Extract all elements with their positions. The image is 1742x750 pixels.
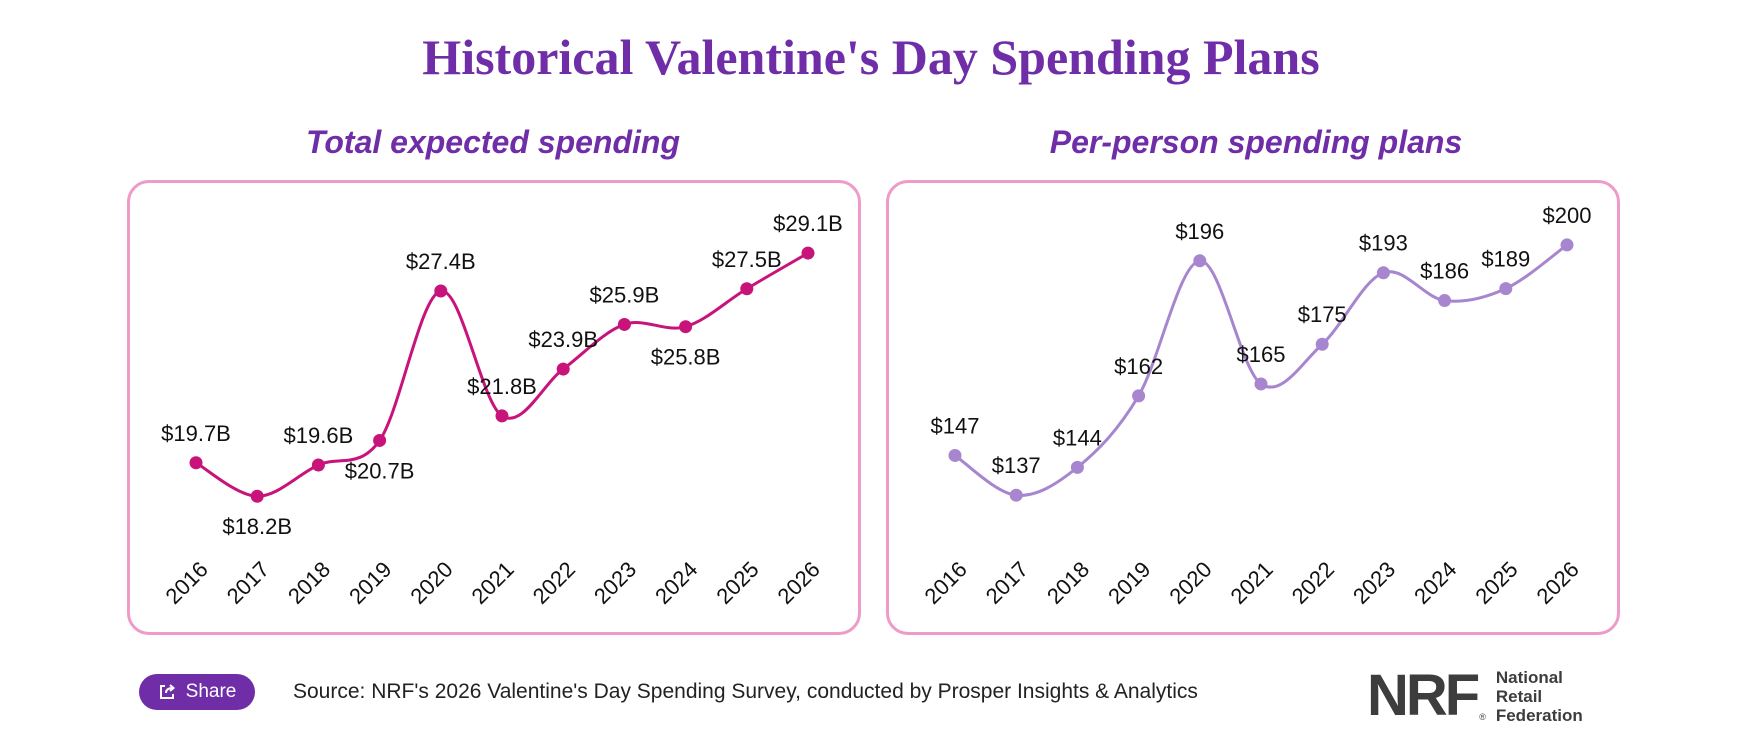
x-tick-label: 2026 [1532, 557, 1584, 609]
chart-panel-per-person: $147 2016 $137 2017 $144 2018 $162 2019 $196 2020… [886, 180, 1620, 635]
data-label: $27.4B [406, 249, 476, 274]
data-label: $147 [931, 413, 980, 438]
x-tick-label: 2024 [1409, 557, 1461, 609]
data-point [495, 409, 509, 423]
data-point [1315, 337, 1329, 351]
x-tick-label: 2022 [528, 557, 580, 609]
data-label: $144 [1053, 425, 1102, 450]
data-point [250, 489, 264, 503]
x-tick-label: 2026 [773, 557, 825, 609]
data-point [1376, 266, 1390, 280]
logo-mark: NRF [1367, 663, 1480, 728]
data-point [740, 282, 754, 296]
logo-line: Retail [1495, 686, 1543, 706]
logo-line: Federation [1495, 705, 1583, 725]
data-label: $162 [1114, 354, 1163, 379]
x-tick-label: 2018 [283, 557, 335, 609]
logo-line: National [1495, 667, 1563, 687]
x-tick-label: 2019 [1103, 557, 1155, 609]
chart-title-per-person: Per-person spending plans [1049, 124, 1463, 160]
x-tick-label: 2022 [1287, 557, 1339, 609]
data-point [1560, 238, 1574, 252]
data-label: $23.9B [528, 327, 598, 352]
data-label: $25.8B [651, 345, 721, 370]
footer: Share Source: NRF's 2026 Valentine's Day… [0, 667, 1742, 734]
x-tick-label: 2020 [405, 557, 457, 609]
x-tick-label: 2025 [711, 557, 763, 609]
data-label: $137 [992, 453, 1041, 478]
data-label: $18.2B [222, 514, 292, 539]
share-button[interactable]: Share [139, 674, 255, 710]
x-tick-label: 2021 [467, 557, 519, 609]
data-label: $20.7B [345, 458, 415, 483]
chart-per-person-svg: $147 2016 $137 2017 $144 2018 $162 2019 $196 2020… [920, 203, 1592, 609]
x-tick-label: 2017 [981, 557, 1033, 609]
x-tick-label: 2024 [650, 557, 702, 609]
chart-title-total: Total expected spending [306, 124, 680, 160]
data-point [1438, 294, 1452, 308]
data-label: $19.6B [284, 423, 354, 448]
x-tick-label: 2023 [589, 557, 641, 609]
x-tick-label: 2020 [1164, 557, 1216, 609]
data-label: $21.8B [467, 374, 537, 399]
data-label: $25.9B [590, 282, 660, 307]
x-tick-label: 2021 [1226, 557, 1278, 609]
series-line [954, 243, 1568, 497]
data-label: $193 [1359, 231, 1408, 256]
x-tick-label: 2017 [222, 557, 274, 609]
data-label: $27.5B [712, 247, 782, 272]
x-tick-label: 2019 [344, 557, 396, 609]
data-point [617, 317, 631, 331]
chart-total-svg: $19.7B 2016 $18.2B 2017 $19.6B 2018 $20.7B 2019… [161, 211, 843, 609]
data-point [1499, 282, 1513, 296]
logo-text: National Retail Federation [1496, 668, 1583, 725]
data-label: $196 [1175, 219, 1224, 244]
data-point [801, 246, 815, 260]
x-tick-label: 2018 [1042, 557, 1094, 609]
page-title: Historical Valentine's Day Spending Plan… [422, 29, 1320, 85]
share-icon [159, 684, 175, 699]
data-point [556, 362, 570, 376]
share-label: Share [185, 681, 237, 702]
x-tick-label: 2023 [1348, 557, 1400, 609]
x-tick-label: 2016 [920, 557, 972, 609]
data-point [434, 284, 448, 298]
data-point [679, 320, 693, 334]
data-point [373, 433, 387, 447]
data-label: $186 [1420, 259, 1469, 284]
data-point [1070, 460, 1084, 474]
data-point [948, 448, 962, 462]
data-label: $165 [1237, 342, 1286, 367]
data-label: $175 [1298, 302, 1347, 327]
x-tick-label: 2016 [161, 557, 213, 609]
data-point [1193, 254, 1207, 268]
data-point [311, 458, 325, 472]
data-label: $29.1B [773, 211, 843, 236]
data-label: $200 [1543, 203, 1592, 228]
data-point [1009, 488, 1023, 502]
source-note: Source: NRF's 2026 Valentine's Day Spend… [293, 680, 1198, 703]
data-label: $189 [1481, 247, 1530, 272]
chart-panel-total: $19.7B 2016 $18.2B 2017 $19.6B 2018 $20.7B 2019… [127, 180, 861, 635]
x-tick-label: 2025 [1470, 557, 1522, 609]
nrf-logo: NRF ® National Retail Federation [1367, 666, 1617, 726]
data-point [189, 456, 203, 470]
logo-registered-icon: ® [1479, 712, 1486, 722]
data-point [1254, 377, 1268, 391]
data-label: $19.7B [161, 421, 231, 446]
data-point [1132, 389, 1146, 403]
